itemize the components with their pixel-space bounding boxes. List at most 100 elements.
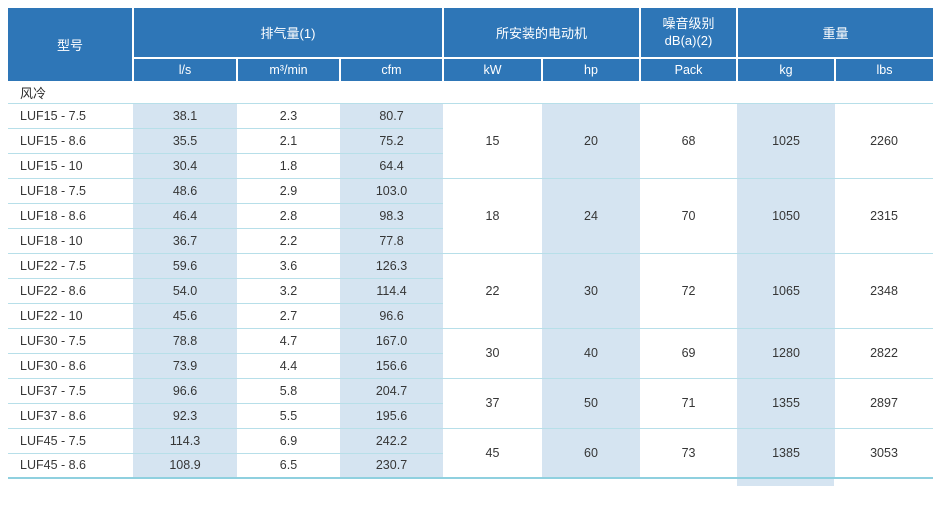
m3min-cell: 6.9 (237, 428, 340, 454)
table-row: LUF18 - 8.6 46.4 2.8 98.3 (8, 203, 933, 229)
lbs-cell: 2315 (835, 178, 934, 254)
ls-cell: 114.3 (133, 428, 237, 454)
pack-cell: 69 (640, 328, 738, 379)
hp-cell: 30 (542, 253, 641, 329)
cfm-cell: 75.2 (340, 128, 443, 154)
cfm-cell: 242.2 (340, 428, 443, 454)
header-unit-ls: l/s (133, 58, 238, 83)
m3min-cell: 3.6 (237, 253, 340, 279)
hp-cell: 50 (542, 378, 641, 429)
ls-cell: 108.9 (133, 453, 237, 479)
m3min-cell: 6.5 (237, 453, 340, 479)
cfm-cell: 103.0 (340, 178, 443, 204)
cfm-cell: 64.4 (340, 153, 443, 179)
cfm-cell: 156.6 (340, 353, 443, 379)
ls-cell: 92.3 (133, 403, 237, 429)
header-unit-lbs: lbs (835, 58, 934, 83)
model-cell: LUF30 - 8.6 (8, 353, 133, 379)
m3min-cell: 5.5 (237, 403, 340, 429)
table-row: LUF45 - 7.5 114.3 6.9 242.2 45 60 73 138… (8, 428, 934, 479)
header-motor: 所安装的电动机 (443, 8, 642, 59)
header-unit-kw: kW (443, 58, 543, 83)
model-cell: LUF37 - 8.6 (8, 403, 133, 429)
ls-cell: 30.4 (133, 153, 237, 179)
cfm-cell: 80.7 (340, 103, 443, 129)
cfm-cell: 114.4 (340, 278, 443, 304)
ls-cell: 96.6 (133, 378, 237, 404)
header-noise-line2: dB(a)(2) (664, 32, 713, 48)
lbs-cell: 2348 (835, 253, 934, 329)
lbs-cell: 2260 (835, 103, 934, 179)
table-row: LUF15 - 10 30.4 1.8 64.4 (8, 153, 933, 179)
kg-cell: 1065 (737, 253, 836, 329)
model-cell: LUF18 - 10 (8, 228, 133, 254)
header-weight: 重量 (737, 8, 934, 59)
table-row: LUF15 - 8.6 35.5 2.1 75.2 (8, 128, 933, 154)
model-cell: LUF22 - 8.6 (8, 278, 133, 304)
kg-cell: 1025 (737, 103, 836, 179)
cfm-cell: 204.7 (340, 378, 443, 404)
ls-cell: 46.4 (133, 203, 237, 229)
table-row: LUF18 - 7.5 48.6 2.9 103.0 18 24 70 1050… (8, 178, 934, 254)
cfm-cell: 126.3 (340, 253, 443, 279)
section-label: 风冷 (8, 82, 934, 104)
m3min-cell: 3.2 (237, 278, 340, 304)
header-group-row: 型号 排气量(1) 所安装的电动机 噪音级别 dB(a)(2) 重量 (8, 8, 934, 83)
model-cell: LUF45 - 7.5 (8, 428, 133, 454)
m3min-cell: 4.4 (237, 353, 340, 379)
table-row: LUF22 - 10 45.6 2.7 96.6 (8, 303, 933, 329)
ls-cell: 35.5 (133, 128, 237, 154)
m3min-cell: 2.2 (237, 228, 340, 254)
table-row: LUF37 - 7.5 96.6 5.8 204.7 37 50 71 1355… (8, 378, 934, 429)
kg-cell: 1385 (737, 428, 836, 479)
ls-cell: 73.9 (133, 353, 237, 379)
model-cell: LUF22 - 10 (8, 303, 133, 329)
lbs-cell: 3053 (835, 428, 934, 479)
kg-cell: 1355 (737, 378, 836, 429)
cfm-cell: 167.0 (340, 328, 443, 354)
m3min-cell: 4.7 (237, 328, 340, 354)
table-row: LUF30 - 8.6 73.9 4.4 156.6 (8, 353, 933, 379)
model-cell: LUF18 - 8.6 (8, 203, 133, 229)
pack-cell: 68 (640, 103, 738, 179)
table-row: LUF37 - 8.6 92.3 5.5 195.6 (8, 403, 933, 429)
model-cell: LUF18 - 7.5 (8, 178, 133, 204)
pack-cell: 71 (640, 378, 738, 429)
table-row: LUF15 - 7.5 38.1 2.3 80.7 15 20 68 1025 … (8, 103, 934, 179)
header-unit-m3min: m³/min (237, 58, 341, 83)
m3min-cell: 2.8 (237, 203, 340, 229)
spec-table: 型号 排气量(1) 所安装的电动机 噪音级别 dB(a)(2) 重量 l/s m… (8, 8, 934, 479)
kg-cell: 1050 (737, 178, 836, 254)
hp-cell: 20 (542, 103, 641, 179)
lbs-cell: 2822 (835, 328, 934, 379)
cfm-cell: 98.3 (340, 203, 443, 229)
header-noise-line1: 噪音级别 (662, 15, 715, 31)
header-unit-cfm: cfm (340, 58, 444, 83)
table-row: LUF22 - 8.6 54.0 3.2 114.4 (8, 278, 933, 304)
model-cell: LUF22 - 7.5 (8, 253, 133, 279)
hp-cell: 24 (542, 178, 641, 254)
table-row: LUF22 - 7.5 59.6 3.6 126.3 22 30 72 1065… (8, 253, 934, 329)
m3min-cell: 2.7 (237, 303, 340, 329)
m3min-cell: 2.1 (237, 128, 340, 154)
kw-cell: 15 (443, 103, 542, 179)
ls-cell: 54.0 (133, 278, 237, 304)
header-displacement: 排气量(1) (133, 8, 444, 59)
model-cell: LUF15 - 10 (8, 153, 133, 179)
cfm-cell: 77.8 (340, 228, 443, 254)
pack-cell: 70 (640, 178, 738, 254)
table-row: LUF18 - 10 36.7 2.2 77.8 (8, 228, 933, 254)
hp-cell: 40 (542, 328, 641, 379)
m3min-cell: 2.9 (237, 178, 340, 204)
model-cell: LUF37 - 7.5 (8, 378, 133, 404)
hp-cell: 60 (542, 428, 641, 479)
table-row: LUF30 - 7.5 78.8 4.7 167.0 30 40 69 1280… (8, 328, 934, 379)
m3min-cell: 5.8 (237, 378, 340, 404)
header-model: 型号 (8, 8, 134, 83)
pack-cell: 73 (640, 428, 738, 479)
cfm-cell: 195.6 (340, 403, 443, 429)
table-bottom-artifact (737, 479, 834, 486)
kw-cell: 22 (443, 253, 542, 329)
ls-cell: 36.7 (133, 228, 237, 254)
